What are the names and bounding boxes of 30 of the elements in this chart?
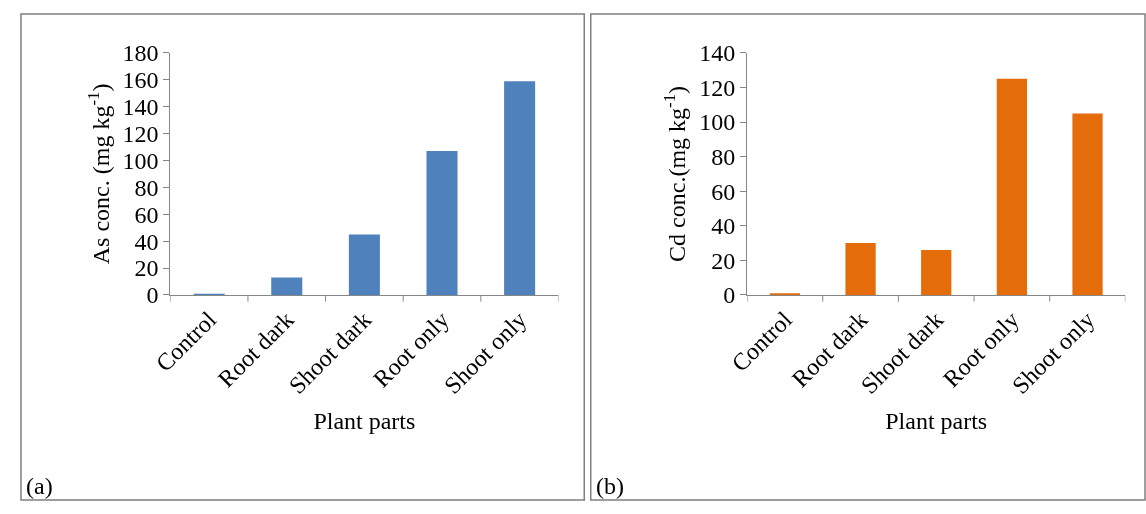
x-axis-title: Plant parts <box>885 408 988 435</box>
y-tick-label: 40 <box>134 228 159 255</box>
y-tick-label: 120 <box>122 120 159 147</box>
y-tick-label: 0 <box>723 282 736 309</box>
y-tick-label: 40 <box>711 213 736 240</box>
y-tick-label: 100 <box>122 147 159 174</box>
bar <box>271 277 303 295</box>
text: (a) <box>26 473 53 499</box>
y-tick-label: 160 <box>122 67 159 94</box>
y-tick-label: 120 <box>699 74 736 101</box>
x-axis-title: Plant parts <box>313 408 416 435</box>
y-tick-label: 180 <box>122 40 159 67</box>
y-tick-label: 140 <box>699 40 736 67</box>
y-tick-label: 80 <box>711 144 736 171</box>
y-tick-label: 60 <box>711 178 736 205</box>
y-tick-label: 0 <box>146 282 159 309</box>
bar <box>921 250 952 295</box>
y-tick-label: 20 <box>711 247 736 274</box>
bar <box>348 234 380 295</box>
bar <box>845 243 876 295</box>
y-tick-label: 20 <box>134 255 159 282</box>
bar <box>1072 113 1103 295</box>
y-tick-label: 140 <box>122 94 159 121</box>
y-tick-label: 100 <box>699 109 736 136</box>
bar <box>426 151 458 295</box>
text: (b) <box>596 473 624 499</box>
y-tick-label: 80 <box>134 174 159 201</box>
y-tick-label: 60 <box>134 201 159 228</box>
bar <box>504 81 536 295</box>
bar <box>996 78 1028 295</box>
